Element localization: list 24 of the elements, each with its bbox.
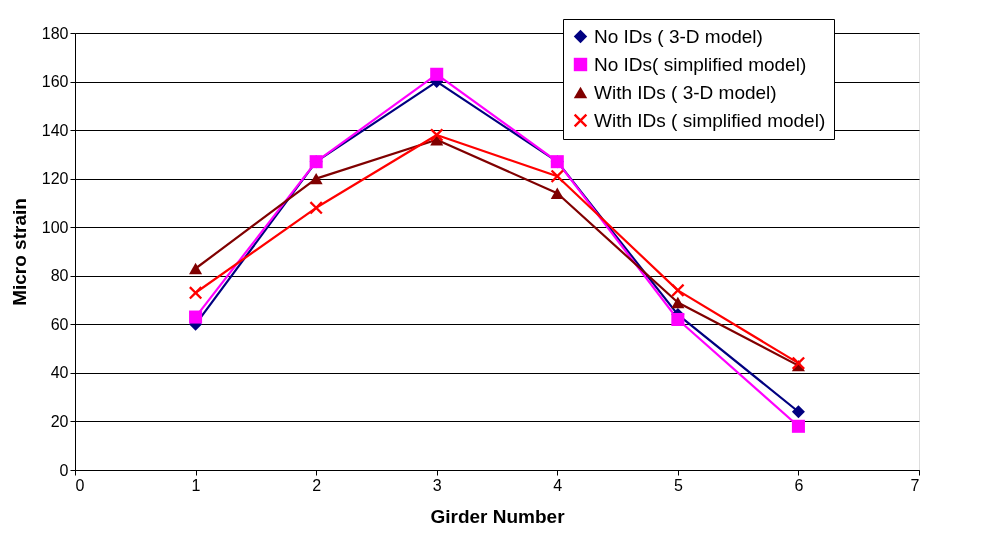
- y-tick-label: 180: [41, 24, 69, 42]
- x-axis-title: Girder Number: [430, 505, 566, 527]
- y-tick-label: 100: [41, 218, 69, 236]
- x-tick-label: 7: [910, 476, 920, 494]
- y-tick-label: 20: [50, 412, 69, 430]
- legend-label: With IDs ( 3-D model): [594, 81, 777, 103]
- x-tick-label: 6: [794, 476, 804, 494]
- legend-label: With IDs ( simplified model): [594, 109, 826, 131]
- y-tick-label: 60: [50, 315, 69, 333]
- legend-label: No IDs ( 3-D model): [594, 25, 763, 47]
- x-tick-label: 2: [312, 476, 322, 494]
- y-tick-label: 160: [41, 73, 69, 91]
- legend-label: No IDs( simplified model): [594, 53, 807, 75]
- y-tick-label: 140: [41, 121, 69, 139]
- x-tick-label: 4: [553, 476, 563, 494]
- y-axis-title: Micro strain: [8, 198, 30, 306]
- y-tick-label: 120: [41, 170, 69, 188]
- y-tick-label: 80: [50, 267, 69, 285]
- x-tick-label: 1: [191, 476, 201, 494]
- x-tick-label: 3: [432, 476, 442, 494]
- x-tick-label: 5: [673, 476, 683, 494]
- x-tick-label: 0: [75, 476, 85, 494]
- y-tick-label: 0: [59, 461, 69, 479]
- y-tick-label: 40: [50, 364, 69, 382]
